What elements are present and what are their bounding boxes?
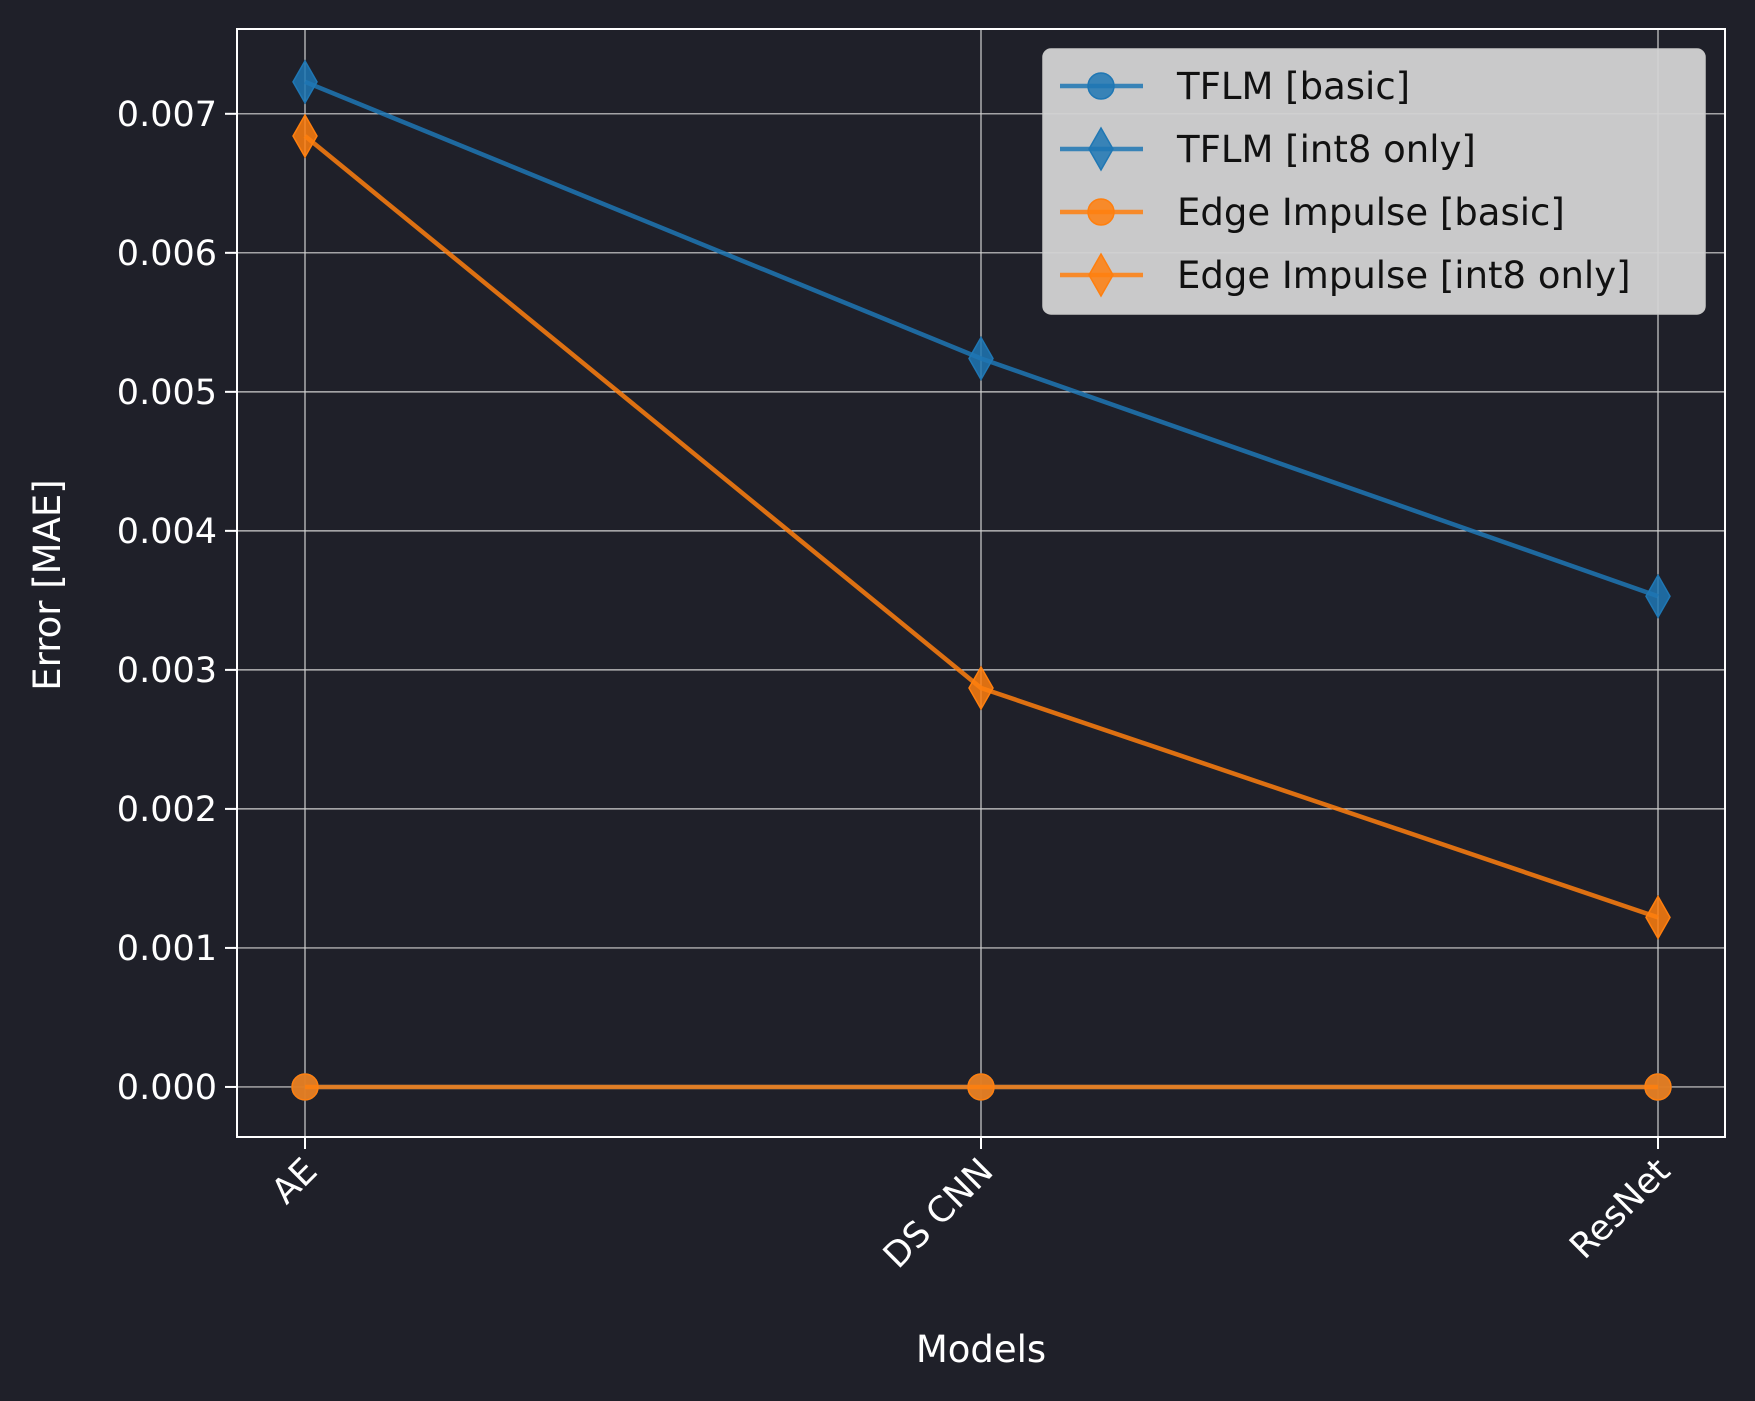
data-point [293, 61, 317, 103]
x-tick-label: ResNet [1562, 1151, 1678, 1267]
y-tick-label: 0.000 [117, 1068, 217, 1108]
data-point [292, 1074, 318, 1100]
y-tick-label: 0.002 [117, 790, 217, 830]
legend-label: Edge Impulse [basic] [1177, 191, 1565, 234]
x-tick-label: DS CNN [876, 1151, 1001, 1276]
series-2 [292, 1074, 1671, 1100]
y-tick-label: 0.005 [117, 373, 217, 413]
legend: TFLM [basic] TFLM [int8 only] Edge Impulse… [1043, 49, 1705, 314]
y-tick-label: 0.001 [117, 929, 217, 969]
data-point [293, 115, 317, 157]
y-axis-label: Error [MAE] [26, 479, 69, 690]
data-point [969, 667, 993, 709]
data-point [1646, 896, 1670, 938]
data-point [1646, 575, 1670, 617]
legend-label: TFLM [basic] [1176, 65, 1410, 108]
data-point [968, 1074, 994, 1100]
legend-label: TFLM [int8 only] [1176, 128, 1476, 171]
legend-marker [1088, 73, 1114, 99]
y-tick-label: 0.006 [117, 234, 217, 274]
legend-label: Edge Impulse [int8 only] [1177, 254, 1631, 297]
y-tick-label: 0.004 [117, 512, 217, 552]
x-axis: AE DS CNN ResNet [265, 1137, 1679, 1276]
y-axis: 0.000 0.001 0.002 0.003 0.004 0.005 0.006 0.007 [117, 95, 237, 1108]
y-tick-label: 0.007 [117, 95, 217, 135]
x-axis-label: Models [916, 1328, 1046, 1371]
y-tick-label: 0.003 [117, 651, 217, 691]
legend-marker [1088, 199, 1114, 225]
data-point [969, 337, 993, 379]
x-tick-label: AE [265, 1151, 326, 1212]
data-point [1645, 1074, 1671, 1100]
